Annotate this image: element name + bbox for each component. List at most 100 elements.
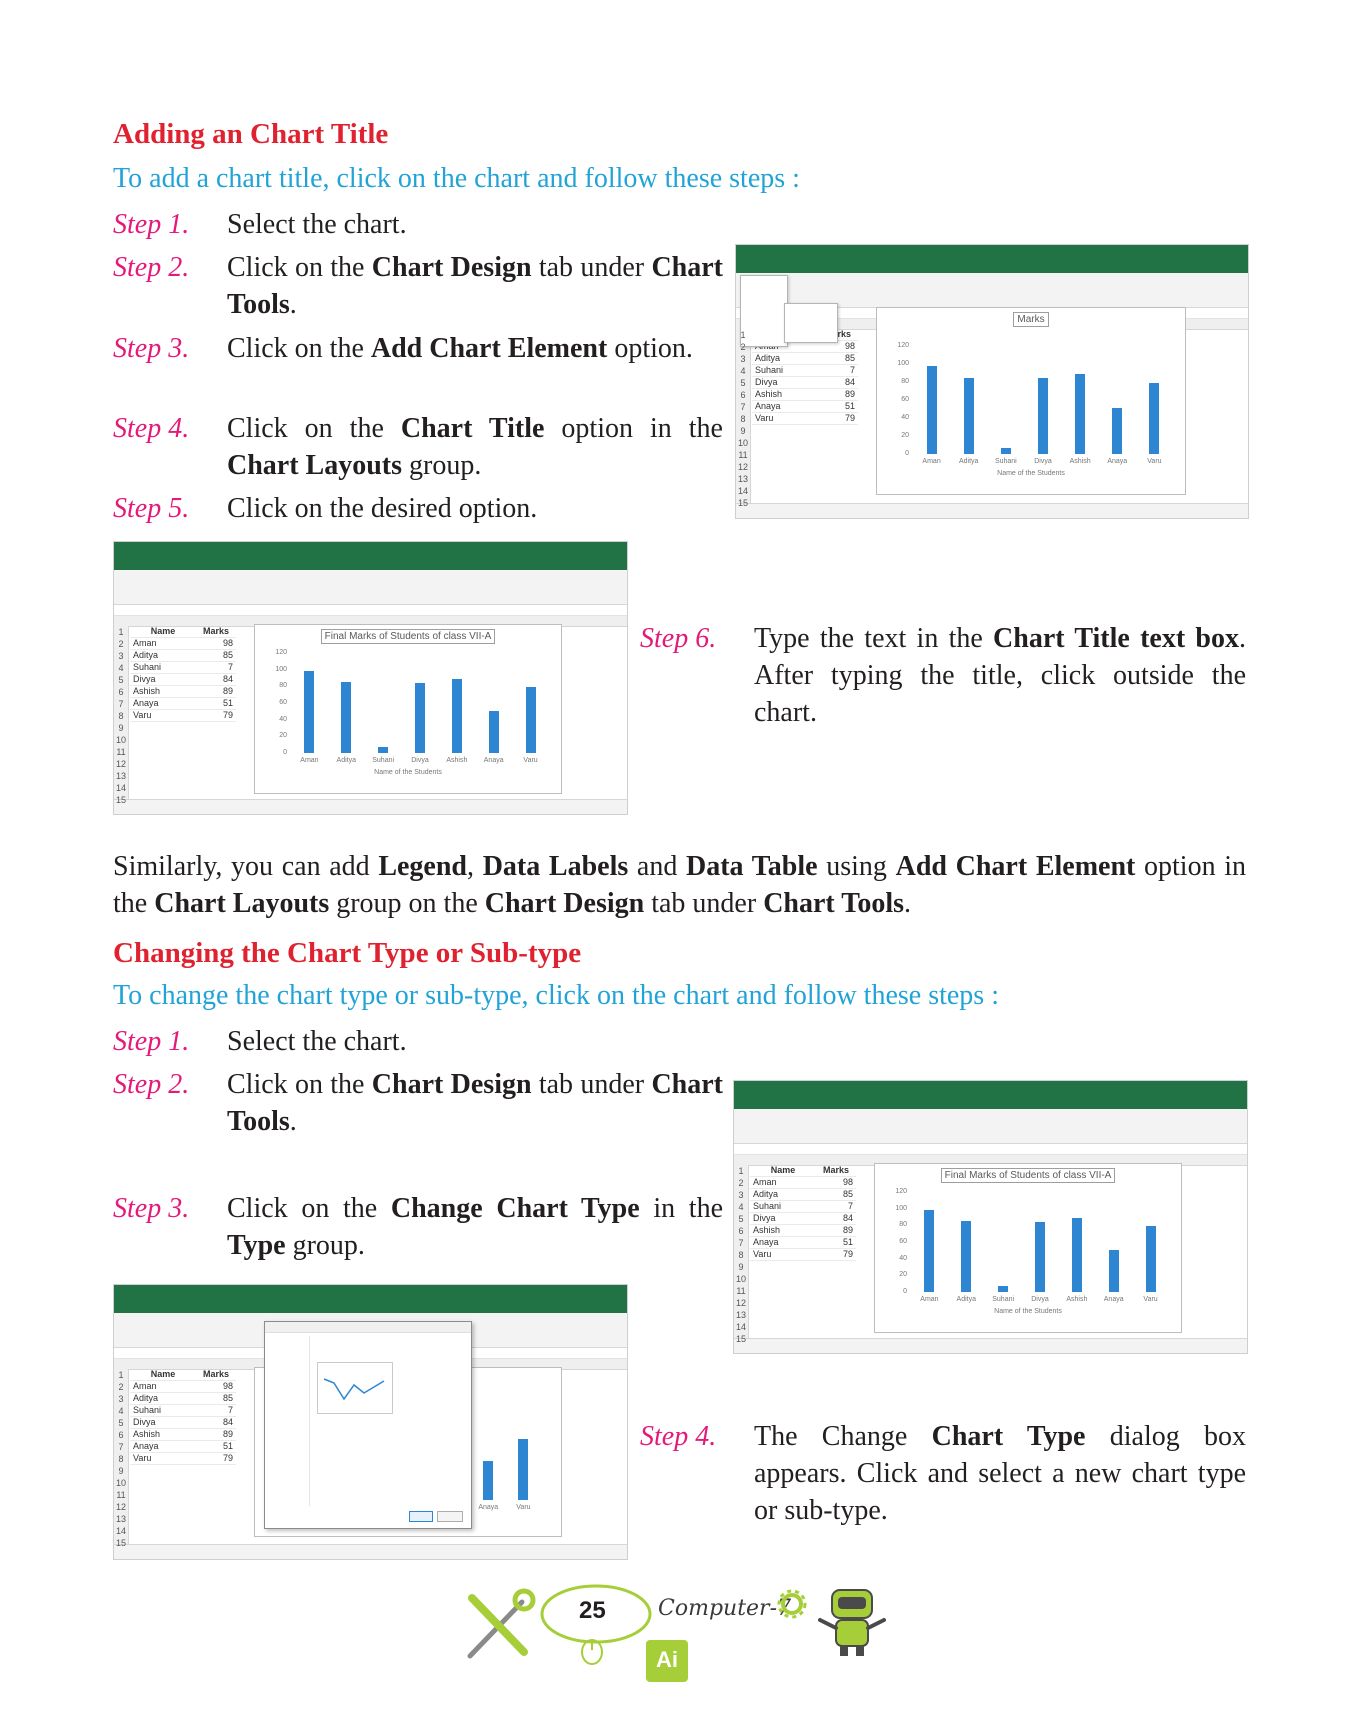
chart-bar[interactable] [304, 671, 315, 753]
chart-bar[interactable] [483, 1460, 494, 1500]
table-cell[interactable]: 89 [816, 1224, 856, 1237]
x-axis-title[interactable]: Name of the Students [374, 769, 442, 776]
chart-bar[interactable] [963, 377, 974, 454]
chart-bar[interactable] [1108, 1249, 1119, 1292]
table-cell[interactable]: Aditya [130, 649, 196, 662]
table-cell[interactable]: 79 [816, 1248, 856, 1261]
chart-bar[interactable] [924, 1210, 935, 1292]
table-cell[interactable]: Varu [752, 412, 818, 425]
table-cell[interactable]: Anaya [130, 1440, 196, 1453]
chart-bar[interactable] [961, 1221, 972, 1292]
table-cell[interactable]: Aman [130, 1380, 196, 1393]
chart-bar[interactable] [525, 687, 536, 753]
table-cell[interactable]: 7 [818, 364, 858, 377]
table-header-cell[interactable]: Name [130, 626, 196, 638]
chart-bar[interactable] [415, 683, 425, 753]
chart-title[interactable]: Final Marks of Students of class VII-A [875, 1168, 1181, 1183]
chart-title-text[interactable]: Final Marks of Students of class VII-A [320, 629, 496, 644]
table-cell[interactable]: 7 [816, 1200, 856, 1213]
chart-bar[interactable] [518, 1439, 529, 1500]
table-header-cell[interactable]: Marks [196, 626, 236, 638]
table-cell[interactable]: Aman [130, 637, 196, 650]
chart-bar[interactable] [1038, 378, 1048, 454]
table-header-cell[interactable]: Name [750, 1165, 816, 1177]
table-cell[interactable]: 51 [816, 1236, 856, 1249]
cancel-button[interactable] [437, 1511, 463, 1522]
table-cell[interactable]: 79 [818, 412, 858, 425]
table-cell[interactable]: Divya [750, 1212, 816, 1225]
table-cell[interactable]: Divya [752, 376, 818, 389]
table-cell[interactable]: 98 [196, 1380, 236, 1393]
table-cell[interactable]: Anaya [130, 697, 196, 710]
table-cell[interactable]: 51 [196, 697, 236, 710]
table-cell[interactable]: 89 [196, 1428, 236, 1441]
chart-title-text[interactable]: Final Marks of Students of class VII-A [940, 1168, 1116, 1183]
chart-bar[interactable] [451, 678, 462, 753]
chart-bar[interactable] [1145, 1226, 1156, 1292]
chart-bar[interactable] [378, 747, 389, 753]
table-cell[interactable]: 85 [196, 1392, 236, 1405]
chart-title-text[interactable]: Marks [1013, 312, 1049, 327]
table-cell[interactable]: Aditya [130, 1392, 196, 1405]
table-cell[interactable]: 98 [818, 340, 858, 353]
excel-title-bar [736, 245, 1248, 265]
ok-button[interactable] [409, 1511, 433, 1522]
chart-title[interactable]: Marks [877, 312, 1185, 327]
table-cell[interactable]: Aditya [752, 352, 818, 365]
chart-title[interactable]: Final Marks of Students of class VII-A [255, 629, 561, 644]
table-cell[interactable]: 98 [196, 637, 236, 650]
text-run: Select the chart. [227, 209, 407, 240]
x-axis-title[interactable]: Name of the Students [994, 1308, 1062, 1315]
table-cell[interactable]: 79 [196, 1452, 236, 1465]
table-cell[interactable]: 84 [196, 1416, 236, 1429]
table-cell[interactable]: Suhani [752, 364, 818, 377]
chart-bar[interactable] [998, 1286, 1009, 1292]
table-cell[interactable]: 89 [196, 685, 236, 698]
table-cell[interactable]: Ashish [752, 388, 818, 401]
table-header-cell[interactable]: Marks [196, 1369, 236, 1381]
table-cell[interactable]: Suhani [750, 1200, 816, 1213]
table-cell[interactable]: 7 [196, 661, 236, 674]
chart-bar[interactable] [1075, 373, 1086, 454]
table-cell[interactable]: 84 [196, 673, 236, 686]
table-cell[interactable]: 85 [196, 649, 236, 662]
table-cell[interactable]: Anaya [750, 1236, 816, 1249]
chart-bar[interactable] [1149, 382, 1160, 454]
table-header-cell[interactable]: Marks [816, 1165, 856, 1177]
table-cell[interactable]: 84 [818, 376, 858, 389]
chart-bar[interactable] [1112, 408, 1123, 454]
table-cell[interactable]: Divya [130, 673, 196, 686]
table-cell[interactable]: 7 [196, 1404, 236, 1417]
table-cell[interactable]: Ashish [130, 685, 196, 698]
category-label: Ashish [1066, 1296, 1088, 1303]
table-cell[interactable]: Anaya [752, 400, 818, 413]
table-cell[interactable]: 89 [818, 388, 858, 401]
table-cell[interactable]: Varu [750, 1248, 816, 1261]
table-cell[interactable]: 85 [818, 352, 858, 365]
table-cell[interactable]: Varu [130, 1452, 196, 1465]
table-cell[interactable]: Divya [130, 1416, 196, 1429]
table-cell[interactable]: 51 [196, 1440, 236, 1453]
chart-bar[interactable] [1071, 1217, 1082, 1292]
table-cell[interactable]: Varu [130, 709, 196, 722]
table-cell[interactable]: Aman [750, 1176, 816, 1189]
chart-bar[interactable] [1035, 1222, 1045, 1292]
table-cell[interactable]: 79 [196, 709, 236, 722]
table-cell[interactable]: Suhani [130, 1404, 196, 1417]
table-header-cell[interactable]: Name [130, 1369, 196, 1381]
table-cell[interactable]: 84 [816, 1212, 856, 1225]
chart-bar[interactable] [341, 682, 352, 753]
x-axis-title[interactable]: Name of the Students [997, 470, 1065, 477]
table-cell[interactable]: Aditya [750, 1188, 816, 1201]
row-number: 15 [115, 795, 126, 805]
table-cell[interactable]: Suhani [130, 661, 196, 674]
table-cell[interactable]: Ashish [130, 1428, 196, 1441]
chart-bar[interactable] [1000, 447, 1011, 454]
excel-ribbon [114, 570, 627, 605]
table-cell[interactable]: Ashish [750, 1224, 816, 1237]
table-cell[interactable]: 51 [818, 400, 858, 413]
table-cell[interactable]: 85 [816, 1188, 856, 1201]
chart-bar[interactable] [488, 710, 499, 753]
table-cell[interactable]: 98 [816, 1176, 856, 1189]
chart-bar[interactable] [926, 365, 937, 454]
